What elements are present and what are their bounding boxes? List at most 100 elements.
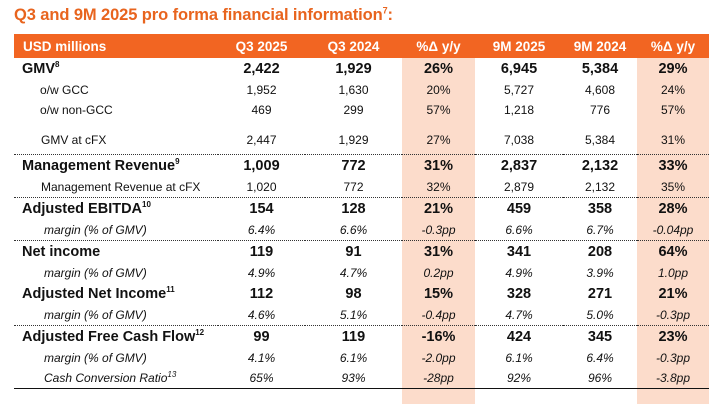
- cell-q3-yoy: -28pp: [402, 368, 475, 389]
- header-9m-2025: 9M 2025: [475, 34, 563, 58]
- cell-q3-yoy: -2.0pp: [421, 351, 456, 365]
- row-label: margin (% of GMV): [44, 308, 147, 322]
- cell-9m-2024: 5.0%: [586, 308, 614, 322]
- cell-q3-2025: 2,422: [243, 61, 280, 77]
- row-gmv-cfx: GMV at cFX 2,447 1,929 27% 7,038 5,384 3…: [14, 120, 709, 155]
- cell-9m-yoy: 57%: [660, 103, 686, 117]
- header-q3-2025: Q3 2025: [218, 34, 305, 58]
- row-label: Cash Conversion Ratio13: [14, 368, 218, 389]
- cell-9m-yoy: -3.8pp: [637, 368, 709, 389]
- cell-9m-2025: 1,218: [503, 103, 535, 117]
- cell-9m-2024: 358: [563, 197, 637, 220]
- row-management-revenue: Management Revenue9 1,009 772 31% 2,837 …: [14, 154, 709, 177]
- row-label: GMV at cFX: [41, 133, 107, 147]
- cell-9m-2024: 271: [587, 286, 613, 302]
- cell-q3-2025: 119: [218, 240, 305, 263]
- cell-9m-2025: 5,727: [503, 83, 535, 97]
- cell-q3-2024: 772: [343, 180, 364, 194]
- row-label: GMV8: [22, 60, 60, 77]
- row-label: Adjusted Free Cash Flow12: [14, 325, 218, 348]
- header-q3-yoy: %Δ y/y: [402, 34, 475, 58]
- row-gmv-gcc: o/w GCC 1,952 1,630 20% 5,727 4,608 24%: [14, 80, 709, 100]
- title-suffix: :: [387, 6, 393, 24]
- row-label: Management Revenue at cFX: [41, 180, 201, 194]
- row-management-revenue-cfx: Management Revenue at cFX 1,020 772 32% …: [14, 177, 709, 198]
- row-adjusted-free-cash-flow: Adjusted Free Cash Flow12 99 119 -16% 42…: [14, 325, 709, 348]
- cell-q3-2024: 93%: [305, 368, 402, 389]
- cell-9m-yoy: 24%: [660, 83, 686, 97]
- row-ebitda-margin: margin (% of GMV) 6.4% 6.6% -0.3pp 6.6% …: [14, 220, 709, 241]
- cell-9m-2024: 776: [589, 103, 611, 117]
- cell-q3-2024: 6.6%: [339, 223, 368, 237]
- cell-q3-2025: 6.4%: [247, 223, 276, 237]
- cell-q3-2025: 65%: [218, 368, 305, 389]
- page-title: Q3 and 9M 2025 pro forma financial infor…: [14, 6, 393, 25]
- cell-q3-2025: 4.1%: [247, 351, 276, 365]
- cell-9m-yoy: 21%: [658, 286, 688, 302]
- cell-9m-2024: 2,132: [563, 154, 637, 177]
- cell-9m-2024: 345: [563, 325, 637, 348]
- row-label: Net income: [14, 240, 218, 263]
- row-label: o/w non-GCC: [40, 103, 113, 117]
- cell-9m-2025: 6.6%: [505, 223, 533, 237]
- cell-q3-yoy: 57%: [426, 103, 451, 117]
- cell-q3-2025: 469: [251, 103, 272, 117]
- row-gmv-non-gcc: o/w non-GCC 469 299 57% 1,218 776 57%: [14, 100, 709, 120]
- title-footnote: 7: [382, 5, 388, 16]
- cell-q3-2025: 112: [249, 286, 274, 302]
- cell-q3-2024: 299: [343, 103, 364, 117]
- cell-9m-2025: 328: [506, 286, 532, 302]
- cell-9m-2024: 96%: [563, 368, 637, 389]
- header-9m-yoy: %Δ y/y: [637, 34, 709, 58]
- cell-9m-2025: 7,038: [503, 133, 535, 147]
- row-label: Adjusted Net Income11: [22, 285, 175, 302]
- cell-9m-yoy: 23%: [637, 325, 709, 348]
- cell-q3-2024: 98: [345, 286, 362, 302]
- cell-9m-yoy: 64%: [637, 240, 709, 263]
- cell-q3-2024: 119: [305, 325, 402, 348]
- cell-9m-yoy: -0.3pp: [655, 308, 691, 322]
- cell-q3-yoy: -0.4pp: [421, 308, 456, 322]
- cell-q3-yoy: 32%: [426, 180, 451, 194]
- cell-q3-2024: 772: [305, 154, 402, 177]
- cell-q3-yoy: 20%: [426, 83, 451, 97]
- cell-q3-2024: 5.1%: [339, 308, 368, 322]
- cell-9m-2025: 6.1%: [505, 351, 533, 365]
- cell-q3-2025: 1,009: [218, 154, 305, 177]
- cell-q3-yoy: -0.3pp: [421, 223, 456, 237]
- cell-q3-2025: 4.6%: [247, 308, 276, 322]
- cell-q3-2025: 154: [218, 197, 305, 220]
- row-label: margin (% of GMV): [44, 351, 147, 365]
- cell-q3-2024: 1,630: [338, 83, 369, 97]
- cell-9m-2025: 424: [475, 325, 563, 348]
- cell-9m-2024: 6.4%: [586, 351, 614, 365]
- cell-q3-yoy: 15%: [423, 286, 454, 302]
- cell-q3-2025: 2,447: [246, 133, 277, 147]
- cell-9m-2024: 6.7%: [586, 223, 614, 237]
- title-text: Q3 and 9M 2025 pro forma financial infor…: [14, 6, 383, 24]
- cell-q3-yoy: 31%: [402, 240, 475, 263]
- row-label: o/w GCC: [40, 83, 89, 97]
- row-adjusted-net-income: Adjusted Net Income11 112 98 15% 328 271…: [14, 283, 709, 305]
- cell-q3-yoy: -16%: [402, 325, 475, 348]
- cell-9m-2025: 341: [475, 240, 563, 263]
- cell-9m-2025: 92%: [475, 368, 563, 389]
- cell-q3-yoy: 21%: [402, 197, 475, 220]
- cell-9m-2025: 4.9%: [505, 266, 533, 280]
- cell-q3-2025: 99: [218, 325, 305, 348]
- row-adjusted-ebitda: Adjusted EBITDA10 154 128 21% 459 358 28…: [14, 197, 709, 220]
- cell-q3-2025: 4.9%: [247, 266, 276, 280]
- table-header: USD millions Q3 2025 Q3 2024 %Δ y/y 9M 2…: [14, 34, 709, 58]
- row-net-income: Net income 119 91 31% 341 208 64%: [14, 240, 709, 263]
- cell-9m-yoy: 35%: [660, 180, 686, 194]
- cell-q3-2024: 1,929: [335, 61, 372, 77]
- cell-9m-yoy: 33%: [637, 154, 709, 177]
- row-label: margin (% of GMV): [44, 223, 147, 237]
- cell-9m-yoy: -0.3pp: [655, 351, 691, 365]
- cell-q3-2024: 128: [305, 197, 402, 220]
- row-gmv: GMV8 2,422 1,929 26% 6,945 5,384 29%: [14, 58, 709, 80]
- cell-q3-yoy: 0.2pp: [423, 266, 454, 280]
- cell-9m-2024: 4,608: [584, 83, 616, 97]
- cell-q3-2024: 1,929: [338, 133, 369, 147]
- cell-9m-2025: 4.7%: [505, 308, 533, 322]
